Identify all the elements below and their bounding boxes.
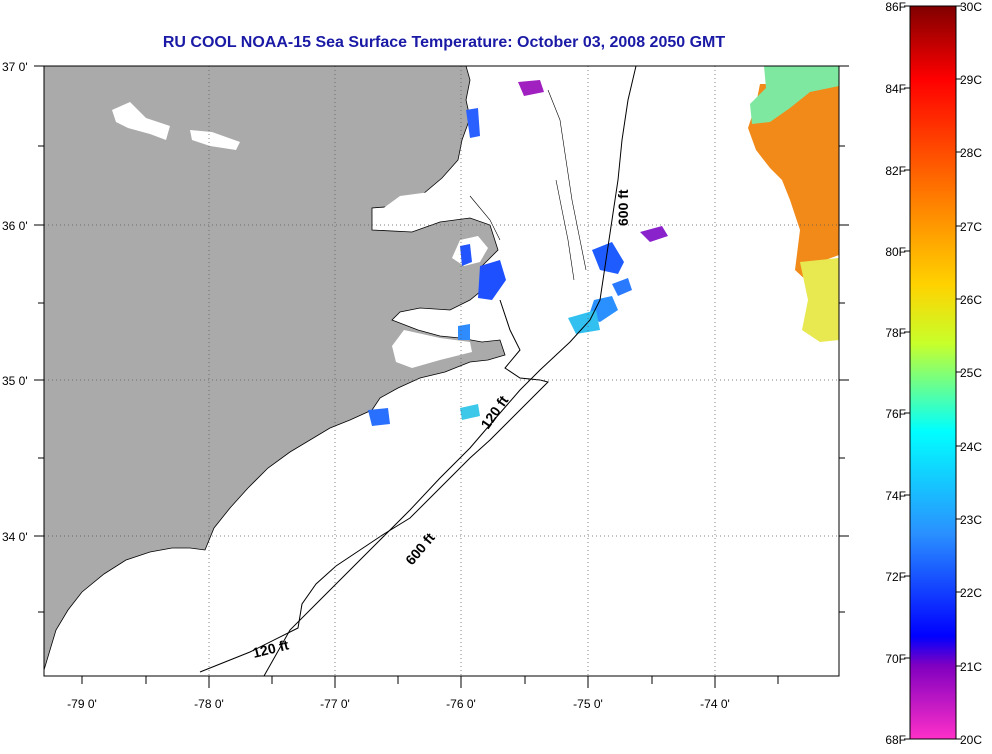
map-border [43,65,840,677]
scale-c-label: 23C [960,513,982,527]
grid-lines [44,66,839,676]
lon-label: -74 0' [700,697,730,711]
scale-f-label: 78F [885,326,906,340]
scale-f-label: 68F [885,733,906,747]
scale-c-label: 24C [960,440,982,454]
gulf-stream-cool-edge [750,66,839,124]
scale-c-label: 28C [960,146,982,160]
scale-c-label: 27C [960,220,982,234]
nearshore-sst-patches [368,80,668,426]
longitude-axis: -79 0' -78 0' -77 0' -76 0' -75 0' -74 0… [67,676,779,711]
lat-label: 37 0' [2,60,28,74]
lon-label: -78 0' [194,697,224,711]
color-scale-gradient [909,5,957,740]
lon-label: -79 0' [67,697,97,711]
color-scale-bar: 86F 84F 82F 80F 78F 76F 74F 72F 70F 68F … [885,0,982,747]
scale-f-label: 70F [885,652,906,666]
scale-f-label: 72F [885,570,906,584]
lon-label: -77 0' [320,697,350,711]
lat-label: 35 0' [2,374,28,388]
scale-c-label: 25C [960,366,982,380]
scale-f-label: 86F [885,0,906,14]
lat-label: 34 0' [2,530,28,544]
scale-c-label: 30C [960,0,982,14]
sound-water [376,192,488,368]
scale-c-label: 29C [960,73,982,87]
map-title: RU COOL NOAA-15 Sea Surface Temperature:… [162,34,726,51]
scale-c-label: 22C [960,586,982,600]
lon-label: -76 0' [446,697,476,711]
scale-f-label: 76F [885,407,906,421]
lake-water [112,102,240,150]
scale-f-label: 80F [885,245,906,259]
latitude-axis: 37 0' 36 0' 35 0' 34 0' [2,60,849,613]
scale-c-label: 20C [960,733,982,747]
scale-c-label: 26C [960,293,982,307]
scale-f-label: 84F [885,82,906,96]
contour-120ft-line [199,299,549,673]
land-mass [44,66,506,671]
scale-f-label: 74F [885,489,906,503]
scale-c-label: 21C [960,660,982,674]
contour-600ft-line [263,66,637,676]
gulf-stream-warm-water [748,84,839,282]
lat-label: 36 0' [2,219,28,233]
scale-f-label: 82F [885,164,906,178]
contour-label-600ft-north: 600 ft [615,189,631,226]
gulf-stream-yellow-edge [800,258,839,342]
lon-label: -75 0' [573,697,603,711]
